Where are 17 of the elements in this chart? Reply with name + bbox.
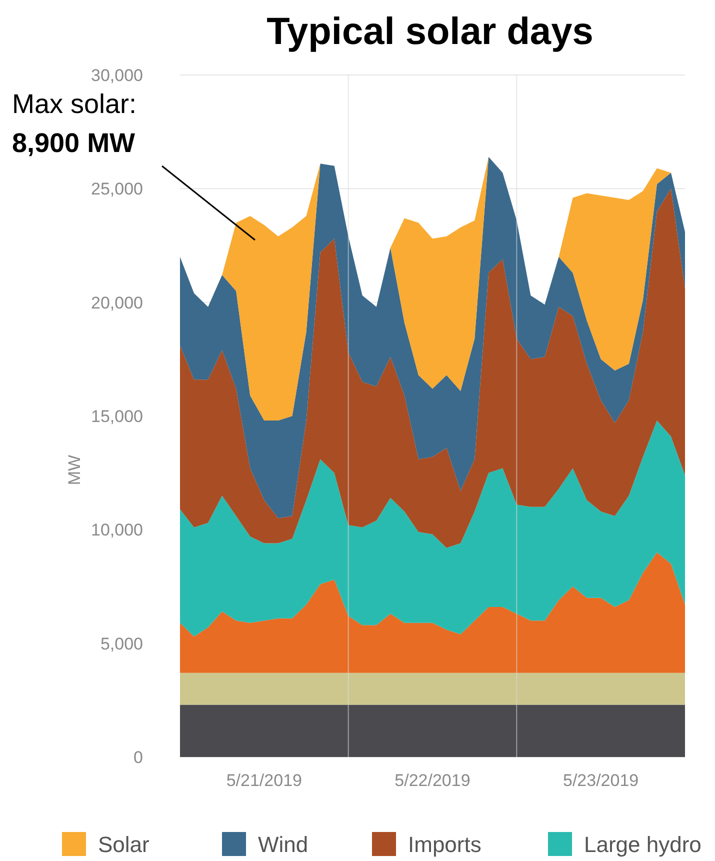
x-tick-label: 5/22/2019	[394, 771, 470, 790]
y-tick-label: 20,000	[91, 293, 143, 312]
legend-label: Imports	[408, 832, 482, 857]
y-tick-label: 25,000	[91, 180, 143, 199]
x-tick-label: 5/21/2019	[226, 771, 302, 790]
y-tick-label: 5,000	[100, 634, 143, 654]
legend-label: Large hydro	[584, 832, 702, 857]
x-tick-label: 5/23/2019	[563, 771, 639, 790]
y-axis-title: MW	[65, 454, 84, 486]
y-tick-label: 10,000	[91, 520, 143, 540]
y-tick-label: 15,000	[91, 406, 143, 426]
chart-title: Typical solar days	[266, 11, 594, 53]
text: Max solar: 8,900 MW	[12, 89, 137, 158]
y-tick-label: 30,000	[91, 66, 143, 85]
y-tick-label: 0	[134, 748, 143, 767]
legend-label: Solar	[98, 832, 150, 857]
legend-label: Wind	[258, 832, 308, 857]
